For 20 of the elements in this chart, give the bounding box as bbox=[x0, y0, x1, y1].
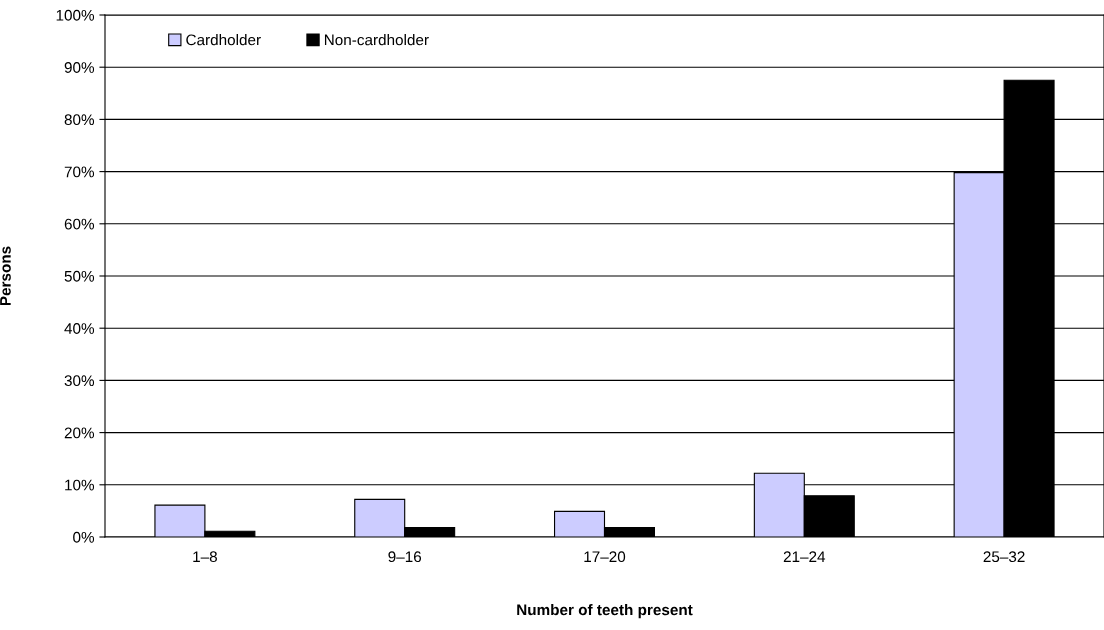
y-tick-label: 40% bbox=[64, 323, 95, 334]
x-tick-label: 9–16 bbox=[388, 551, 422, 563]
y-tick-label: 60% bbox=[64, 218, 95, 230]
y-tick-label: 70% bbox=[64, 166, 95, 178]
y-tick-label: 100% bbox=[56, 9, 95, 21]
y-tick-label: 20% bbox=[64, 427, 95, 439]
x-axis-title: Number of teeth present bbox=[517, 604, 693, 619]
x-tick-label: 21–24 bbox=[783, 551, 826, 562]
y-tick-label: 90% bbox=[64, 62, 95, 73]
x-tick-label: 1–8 bbox=[193, 551, 217, 563]
y-tick-label: 80% bbox=[64, 114, 95, 126]
y-axis-title: Persons bbox=[0, 246, 11, 306]
x-tick-label: 17–20 bbox=[584, 551, 626, 563]
legend-label: Cardholder bbox=[186, 34, 261, 46]
y-tick-label: 30% bbox=[64, 375, 95, 387]
legend-label: Non-cardholder bbox=[324, 34, 429, 46]
x-tick-label: 25–32 bbox=[983, 551, 1025, 563]
y-tick-label: 0% bbox=[73, 531, 95, 543]
y-tick-label: 10% bbox=[65, 479, 95, 491]
y-tick-label: 50% bbox=[64, 270, 95, 282]
